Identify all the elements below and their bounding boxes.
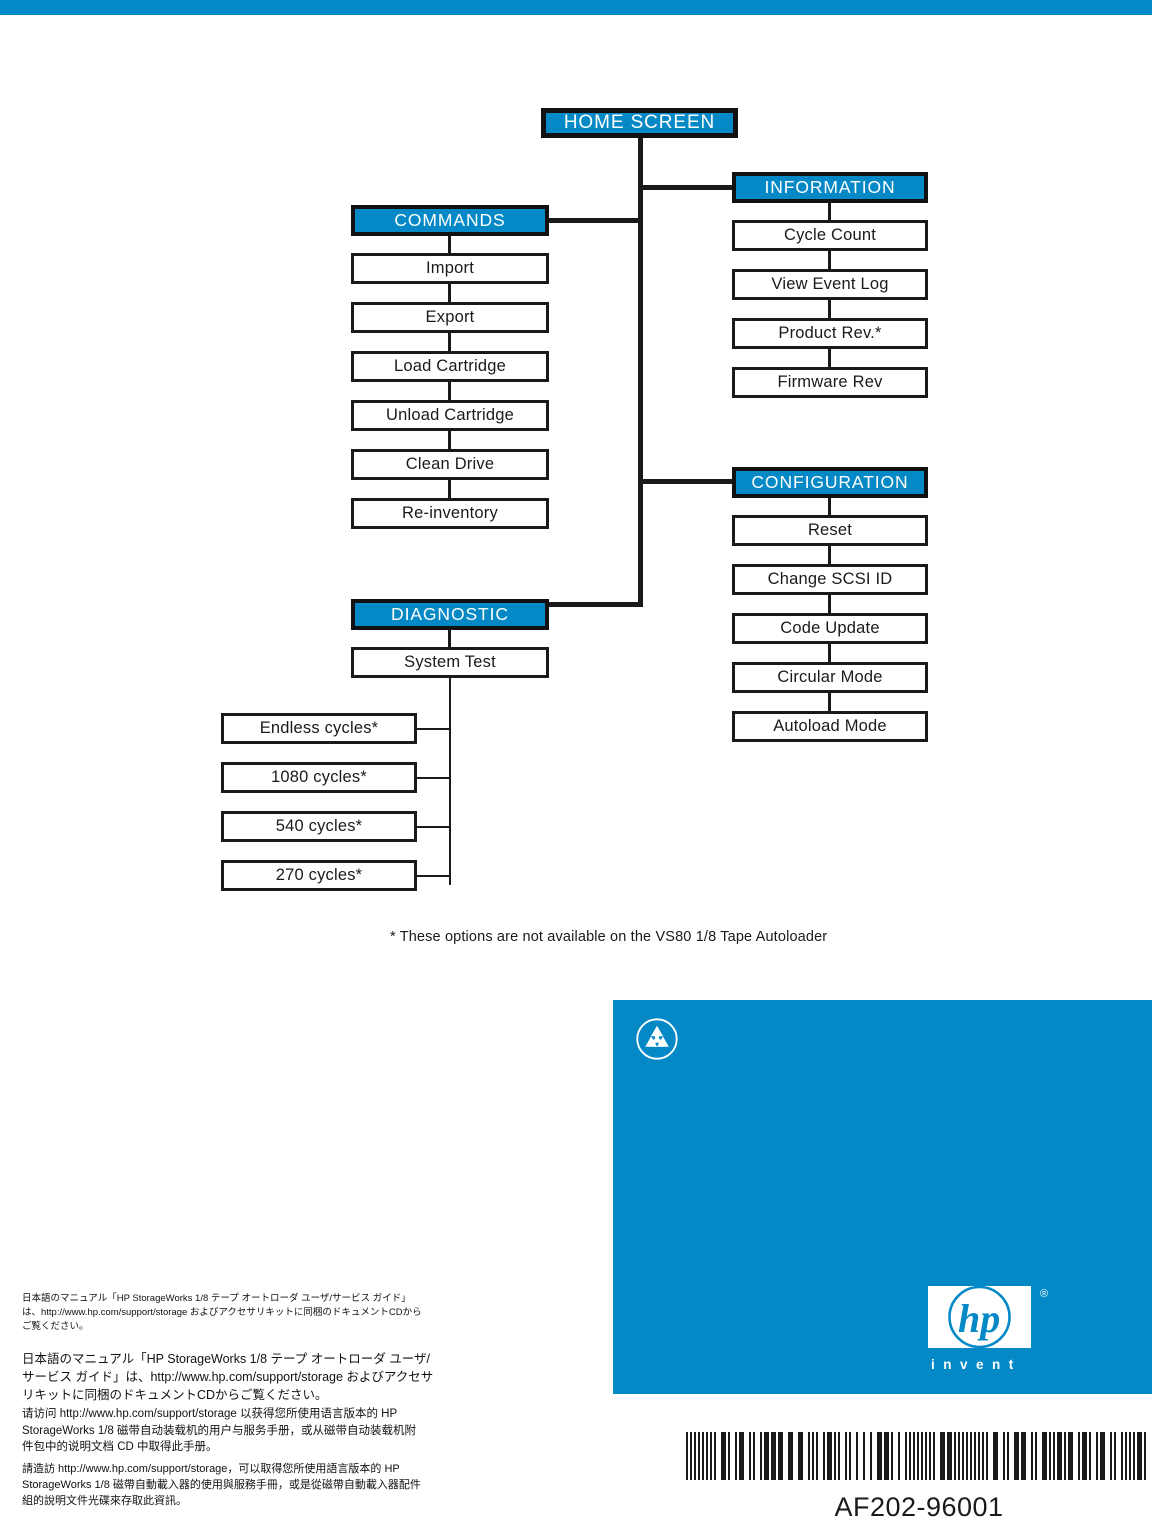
node-configuration-header[interactable]: CONFIGURATION bbox=[732, 467, 928, 498]
node-commands-item[interactable]: Re-inventory bbox=[351, 498, 549, 529]
connector-commands-stub-2 bbox=[448, 282, 451, 304]
connector-commands-stub-4 bbox=[448, 380, 451, 402]
connector-information-stub-1 bbox=[828, 201, 831, 222]
hp-logo-tagline: invent bbox=[931, 1357, 1022, 1372]
node-information-header[interactable]: INFORMATION bbox=[732, 172, 928, 203]
connector-trunk-vertical bbox=[638, 137, 643, 607]
connector-cycles-branch-1 bbox=[414, 728, 451, 730]
node-commands-header[interactable]: COMMANDS bbox=[351, 205, 549, 236]
note-chinese-traditional: 請造訪 http://www.hp.com/support/storage，可以… bbox=[22, 1463, 421, 1507]
connector-systemtest-bus-vertical bbox=[449, 677, 451, 885]
svg-text:hp: hp bbox=[958, 1296, 1000, 1341]
connector-cycles-branch-2 bbox=[414, 777, 451, 779]
node-configuration-item[interactable]: Autoload Mode bbox=[732, 711, 928, 742]
node-home-screen[interactable]: HOME SCREEN bbox=[541, 108, 738, 138]
node-configuration-item[interactable]: Circular Mode bbox=[732, 662, 928, 693]
node-cycles-item[interactable]: Endless cycles* bbox=[221, 713, 417, 744]
hp-brand-panel: hp ® invent bbox=[613, 1000, 1152, 1394]
node-cycles-item[interactable]: 1080 cycles* bbox=[221, 762, 417, 793]
barcode-image bbox=[686, 1432, 1152, 1480]
connector-diagnostic-stub-1 bbox=[448, 628, 451, 649]
connector-configuration-stub-5 bbox=[828, 691, 831, 713]
note-japanese-small: 日本語のマニュアル「HP StorageWorks 1/8 テープ オートローダ… bbox=[22, 1293, 422, 1332]
node-diagnostic-item[interactable]: System Test bbox=[351, 647, 549, 678]
registered-trademark-icon: ® bbox=[1040, 1288, 1049, 1300]
connector-trunk-to-diagnostic bbox=[546, 602, 642, 607]
node-configuration-item[interactable]: Reset bbox=[732, 515, 928, 546]
barcode-block: AF202-96001 bbox=[686, 1432, 1152, 1523]
note-chinese-simplified: 请访问 http://www.hp.com/support/storage 以获… bbox=[22, 1408, 417, 1454]
node-cycles-item[interactable]: 270 cycles* bbox=[221, 860, 417, 891]
connector-information-stub-4 bbox=[828, 347, 831, 369]
node-commands-item[interactable]: Export bbox=[351, 302, 549, 333]
node-commands-item[interactable]: Clean Drive bbox=[351, 449, 549, 480]
connector-commands-stub-1 bbox=[448, 234, 451, 255]
recycle-icon bbox=[636, 1018, 678, 1060]
node-configuration-item[interactable]: Change SCSI ID bbox=[732, 564, 928, 595]
connector-commands-stub-3 bbox=[448, 331, 451, 353]
menu-flowchart: HOME SCREEN COMMANDS Import Export Load … bbox=[221, 108, 928, 891]
connector-configuration-stub-2 bbox=[828, 544, 831, 566]
barcode-number: AF202-96001 bbox=[834, 1492, 1004, 1522]
connector-commands-stub-6 bbox=[448, 478, 451, 500]
node-commands-item[interactable]: Unload Cartridge bbox=[351, 400, 549, 431]
connector-information-stub-2 bbox=[828, 249, 831, 271]
top-accent-band bbox=[0, 0, 1152, 15]
node-information-item[interactable]: View Event Log bbox=[732, 269, 928, 300]
connector-trunk-to-configuration bbox=[638, 479, 736, 484]
connector-cycles-branch-4 bbox=[414, 875, 451, 877]
node-information-item[interactable]: Product Rev.* bbox=[732, 318, 928, 349]
node-information-item[interactable]: Cycle Count bbox=[732, 220, 928, 251]
node-commands-item[interactable]: Import bbox=[351, 253, 549, 284]
connector-cycles-branch-3 bbox=[414, 826, 451, 828]
connector-information-stub-3 bbox=[828, 298, 831, 320]
node-information-item[interactable]: Firmware Rev bbox=[732, 367, 928, 398]
connector-configuration-stub-4 bbox=[828, 642, 831, 664]
hp-logo: hp ® invent bbox=[928, 1285, 1108, 1372]
connector-commands-stub-5 bbox=[448, 429, 451, 451]
flowchart-footnote: * These options are not available on the… bbox=[390, 929, 828, 945]
hp-logo-mark: hp bbox=[928, 1285, 1031, 1349]
note-japanese-large: 日本語のマニュアル「HP StorageWorks 1/8 テープ オートローダ… bbox=[22, 1352, 434, 1403]
connector-configuration-stub-1 bbox=[828, 496, 831, 517]
node-commands-item[interactable]: Load Cartridge bbox=[351, 351, 549, 382]
node-configuration-item[interactable]: Code Update bbox=[732, 613, 928, 644]
connector-configuration-stub-3 bbox=[828, 593, 831, 615]
connector-trunk-to-information bbox=[638, 185, 736, 190]
connector-trunk-to-commands bbox=[546, 218, 642, 223]
node-diagnostic-header[interactable]: DIAGNOSTIC bbox=[351, 599, 549, 630]
node-cycles-item[interactable]: 540 cycles* bbox=[221, 811, 417, 842]
